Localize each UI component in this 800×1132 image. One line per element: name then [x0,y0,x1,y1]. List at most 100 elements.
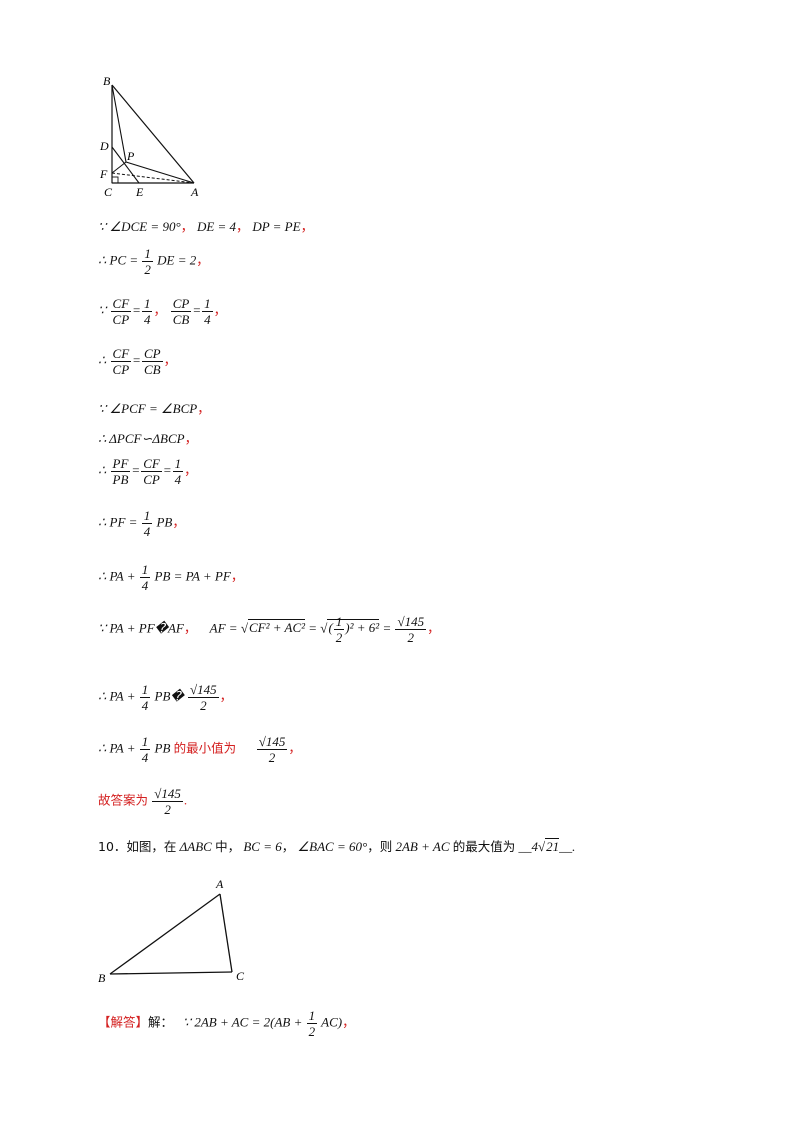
sep: ， [196,252,210,268]
numerator: CP [141,346,163,362]
question-text: ，则 [367,839,393,854]
numerator: 1 [141,508,153,524]
denominator: 2 [308,1024,316,1039]
label-p: P [126,149,135,163]
line-4: ∴ CF CP = CP CB， [98,346,177,377]
question-text: ， [281,839,295,854]
fraction: √145 2 [395,614,427,645]
expr: PB = PA + PF [154,568,231,584]
sep: ， [230,568,244,584]
line-3: ∵ CF CP = 1 4， CP CB = 1 4， [98,296,227,327]
denominator: CP [112,312,130,327]
expr: PA + [109,740,136,756]
sep: ， [213,302,227,318]
expr: DP = PE [252,219,301,234]
solution-label: 解： [148,1014,174,1030]
denominator: CB [172,312,190,327]
denominator: 2 [200,698,207,713]
equals: = [132,352,141,368]
min-value-text: 的最小值为 [173,740,237,756]
sep: ， [236,219,250,234]
label-c: C [104,185,113,199]
fraction: √145 2 [152,786,183,817]
equals: = [162,462,172,478]
sep: ， [197,401,211,416]
denominator: 2 [164,802,171,817]
therefore-sym: ∴ [98,352,107,368]
fraction: CF CP [141,456,162,487]
equals: = [131,462,141,478]
expr: PC = [109,252,139,268]
expr: 2AB + AC = 2(AB + [194,1014,303,1030]
question-10: 10．如图，在 ΔABC 中， BC = 6， ∠BAC = 60°，则 2AB… [98,836,575,855]
question-text: 10．如图，在 [98,839,177,854]
numerator: √145 [188,682,219,698]
radical: √CF² + AC² [240,619,306,636]
expr: BC = 6 [243,839,282,854]
expr: PA + [109,568,136,584]
numerator: 1 [306,1008,318,1024]
numerator: PF [110,456,131,472]
numerator: CP [170,296,192,312]
line-6: ∴ ΔPCF∽ΔBCP， [98,428,198,447]
sep: ， [183,620,197,636]
denominator: PB [112,472,129,487]
denominator: 2 [407,630,415,645]
equals: = [132,302,141,318]
fraction: CF CP [110,346,132,377]
therefore-sym: ∴ [98,462,107,478]
equals: = [382,620,392,636]
radicand: 21 [545,838,560,854]
radical-outer: √(1 2)² + 6² [320,614,380,645]
fraction: √145 2 [188,682,219,713]
question-text: 的最大值为 [452,839,516,854]
denominator: 4 [143,524,151,539]
fraction: √145 2 [256,734,288,765]
equals: = [192,302,202,318]
expr: AC) [321,1014,343,1030]
label-e: E [135,185,144,199]
line-5: ∵ ∠PCF = ∠BCP， [98,398,210,417]
sep: ， [288,740,302,756]
denominator: 2 [335,630,343,645]
therefore-sym: ∴ [98,514,107,530]
because-sym: ∵ [98,401,107,416]
expr: ∠DCE = 90° [109,219,181,234]
denominator: 2 [268,750,276,765]
fraction: CP CB [141,346,163,377]
numerator: √145 [256,734,288,750]
therefore-sym: ∴ [98,568,107,584]
numerator: CF [110,346,132,362]
denominator: 2 [144,262,151,277]
therefore-sym: ∴ [98,252,107,268]
line-7: ∴ PF PB = CF CP = 1 4， [98,456,197,487]
expr: DE = 2 [157,252,197,268]
line-10: ∵ PA + PF�AF， AF = √CF² + AC² = √(1 2)² +… [98,614,440,645]
numerator: CF [110,296,132,312]
expr: ΔABC [179,839,212,854]
label-b: B [98,971,106,985]
radicand: (1 2)² + 6² [327,614,380,645]
numerator: 1 [141,296,153,312]
expr: PF = [109,514,138,530]
numerator: √145 [395,614,427,630]
because-sym: ∵ [98,302,107,318]
sep: ， [180,219,194,234]
numerator: 1 [202,296,213,312]
therefore-sym: ∴ [98,688,107,704]
fraction: CP CB [170,296,192,327]
expr: PB� [154,688,184,704]
sep: ， [184,462,198,478]
numerator: 1 [139,734,151,750]
solution-tag: 【解答】 [98,1014,149,1030]
denominator: CP [143,472,160,487]
